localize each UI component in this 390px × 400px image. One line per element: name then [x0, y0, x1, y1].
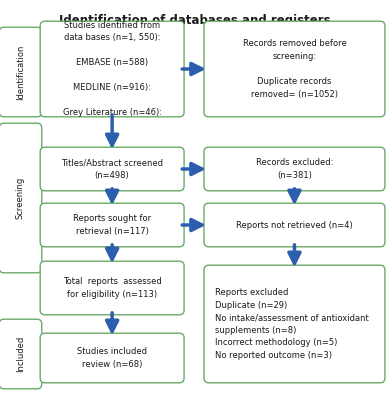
FancyBboxPatch shape	[40, 21, 184, 117]
Text: Screening: Screening	[16, 177, 25, 219]
Text: Studies identified from
data bases (n=1, 550):

EMBASE (n=588)

MEDLINE (n=916):: Studies identified from data bases (n=1,…	[63, 21, 161, 117]
FancyBboxPatch shape	[204, 265, 385, 383]
FancyBboxPatch shape	[0, 123, 42, 273]
Text: Reports excluded
Duplicate (n=29)
No intake/assessment of antioxidant
supplement: Reports excluded Duplicate (n=29) No int…	[215, 288, 368, 360]
FancyBboxPatch shape	[0, 319, 42, 389]
Text: Titles/Abstract screened
(n=498): Titles/Abstract screened (n=498)	[61, 158, 163, 180]
FancyBboxPatch shape	[204, 147, 385, 191]
Text: Reports sought for
retrieval (n=117): Reports sought for retrieval (n=117)	[73, 214, 151, 236]
FancyBboxPatch shape	[40, 203, 184, 247]
Text: Reports not retrieved (n=4): Reports not retrieved (n=4)	[236, 220, 353, 230]
FancyBboxPatch shape	[204, 21, 385, 117]
Text: Records removed before
screening:

Duplicate records
removed= (n=1052): Records removed before screening: Duplic…	[243, 40, 346, 98]
FancyBboxPatch shape	[0, 27, 42, 117]
Text: Included: Included	[16, 336, 25, 372]
FancyBboxPatch shape	[40, 261, 184, 315]
Text: Records excluded:
(n=381): Records excluded: (n=381)	[256, 158, 333, 180]
FancyBboxPatch shape	[40, 147, 184, 191]
Text: Identification: Identification	[16, 44, 25, 100]
FancyBboxPatch shape	[40, 333, 184, 383]
Text: Total  reports  assessed
for eligibility (n=113): Total reports assessed for eligibility (…	[63, 277, 161, 299]
Text: Identification of databases and registers: Identification of databases and register…	[59, 14, 331, 27]
Text: Studies included
review (n=68): Studies included review (n=68)	[77, 347, 147, 369]
FancyBboxPatch shape	[204, 203, 385, 247]
